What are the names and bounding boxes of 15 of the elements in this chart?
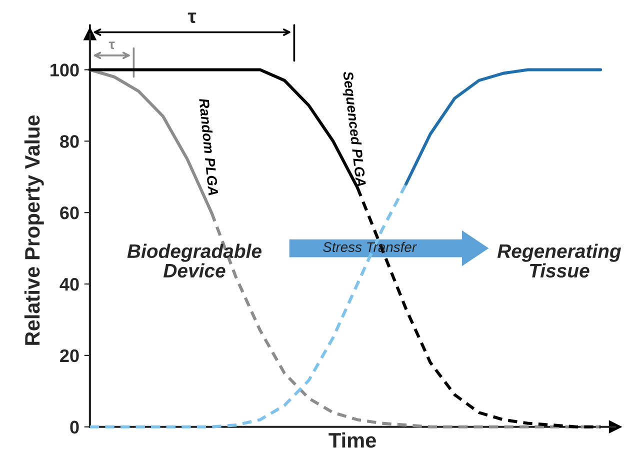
y-axis-title: Relative Property Value	[24, 115, 44, 345]
text: Random PLGA	[199, 98, 219, 196]
text: τ	[188, 12, 196, 24]
line-series	[404, 68, 602, 186]
y-tick-label: 0	[70, 420, 79, 434]
y-tick-label: 80	[60, 135, 79, 148]
y-tick-label: 100	[50, 64, 79, 76]
x-axis-title: Time	[328, 432, 376, 448]
annotation: τ	[108, 42, 115, 50]
y-tick-label: 20	[60, 349, 79, 362]
y-tick-label: 40	[60, 278, 79, 291]
annotation: Biodegradable Device	[127, 244, 262, 278]
annotation: Regenerating Tissue	[497, 244, 622, 278]
y-tick-label: 60	[60, 206, 79, 220]
text: Sequenced PLGA	[340, 70, 366, 187]
